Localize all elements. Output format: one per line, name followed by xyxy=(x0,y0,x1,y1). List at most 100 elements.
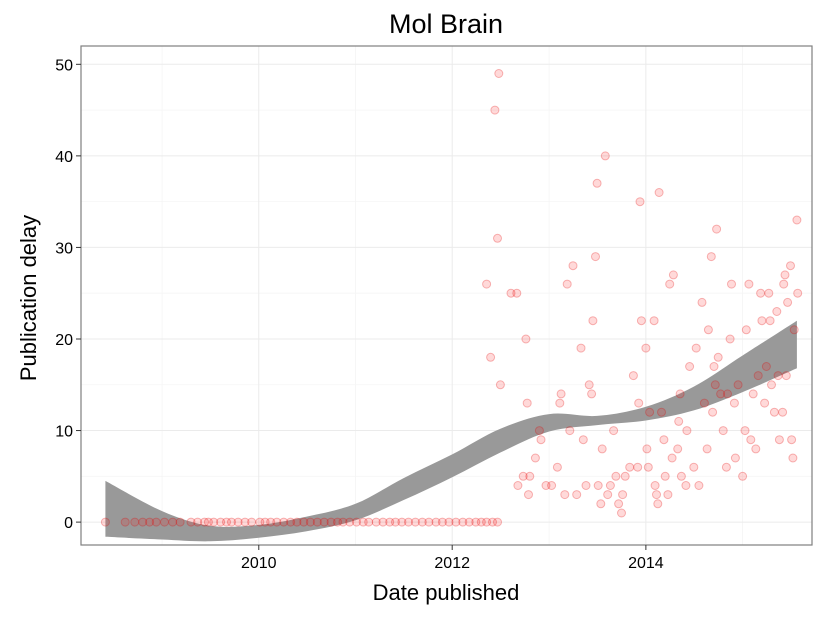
data-point xyxy=(653,499,663,509)
data-point xyxy=(757,316,767,326)
data-point xyxy=(145,517,155,527)
data-point xyxy=(272,517,282,527)
x-tick-label: 2010 xyxy=(241,555,277,572)
data-point xyxy=(779,279,789,289)
data-point xyxy=(247,517,257,527)
data-point xyxy=(186,517,196,527)
data-point xyxy=(730,453,740,463)
data-point xyxy=(552,462,562,472)
data-point xyxy=(100,517,110,527)
data-point xyxy=(444,517,454,527)
confidence-band xyxy=(105,320,797,542)
data-point xyxy=(676,471,686,481)
data-point xyxy=(668,270,678,280)
data-point xyxy=(437,517,447,527)
data-point xyxy=(654,188,664,197)
data-point xyxy=(299,517,309,527)
data-point xyxy=(417,517,427,527)
data-point xyxy=(493,517,502,527)
data-point xyxy=(488,517,497,527)
data-point xyxy=(410,517,420,527)
data-point xyxy=(652,490,661,500)
data-point xyxy=(729,398,739,408)
data-point xyxy=(751,444,761,454)
data-point xyxy=(787,435,797,445)
y-tick-label: 0 xyxy=(64,515,73,532)
data-point xyxy=(493,233,502,243)
data-point xyxy=(665,279,675,289)
data-point xyxy=(740,426,750,436)
data-point xyxy=(482,279,492,289)
data-point xyxy=(222,517,231,527)
data-point xyxy=(333,517,342,527)
data-point xyxy=(764,288,774,298)
data-point xyxy=(723,389,732,399)
y-tick-label: 40 xyxy=(55,149,73,166)
data-point xyxy=(733,380,743,390)
data-point xyxy=(391,517,400,527)
data-point xyxy=(319,517,329,527)
data-point xyxy=(620,471,630,481)
data-point xyxy=(521,334,531,344)
data-point xyxy=(769,407,779,417)
data-point xyxy=(706,252,716,262)
data-point xyxy=(611,471,621,481)
data-point xyxy=(326,517,336,527)
data-point xyxy=(642,444,652,454)
data-point xyxy=(518,471,528,481)
data-point xyxy=(512,288,522,298)
panel-border xyxy=(80,45,813,546)
data-point xyxy=(476,517,486,527)
data-point xyxy=(789,325,799,335)
data-point xyxy=(697,297,707,307)
data-point xyxy=(364,517,374,527)
data-point xyxy=(506,288,516,298)
data-point xyxy=(556,389,566,399)
data-point xyxy=(562,279,572,289)
x-tick-label: 2014 xyxy=(628,555,664,572)
data-point xyxy=(721,462,731,472)
data-point xyxy=(547,481,557,490)
data-point xyxy=(578,435,588,445)
data-point xyxy=(783,297,793,307)
data-point xyxy=(593,481,603,490)
data-point xyxy=(716,389,726,399)
data-point xyxy=(404,517,413,527)
data-point xyxy=(744,279,754,289)
data-point xyxy=(286,517,296,527)
data-point xyxy=(240,517,250,527)
y-tick-label: 10 xyxy=(55,424,73,441)
data-point xyxy=(424,517,434,527)
data-point xyxy=(786,261,795,271)
data-point xyxy=(130,517,140,527)
data-point xyxy=(617,508,626,518)
data-point xyxy=(650,481,660,490)
data-point xyxy=(778,407,788,417)
data-point xyxy=(203,517,213,527)
data-point xyxy=(765,316,775,326)
data-point xyxy=(636,316,646,326)
data-point xyxy=(685,362,695,371)
data-point xyxy=(216,517,226,527)
data-point xyxy=(597,444,607,454)
grid-lines xyxy=(81,46,812,545)
data-point xyxy=(568,261,578,271)
data-point xyxy=(565,426,575,436)
data-point xyxy=(522,398,532,408)
data-point xyxy=(120,517,130,527)
data-point xyxy=(603,490,613,500)
data-point xyxy=(513,481,523,490)
data-point xyxy=(338,517,348,527)
data-point xyxy=(471,517,481,527)
data-point xyxy=(643,462,653,472)
data-point xyxy=(756,288,766,298)
data-point xyxy=(490,105,500,115)
data-point xyxy=(588,316,598,326)
data-point xyxy=(292,517,302,527)
data-point xyxy=(788,453,798,463)
data-point xyxy=(780,270,790,280)
y-tick-label: 50 xyxy=(55,57,73,74)
data-point xyxy=(718,426,728,436)
data-point xyxy=(675,389,685,399)
data-point xyxy=(712,224,722,234)
